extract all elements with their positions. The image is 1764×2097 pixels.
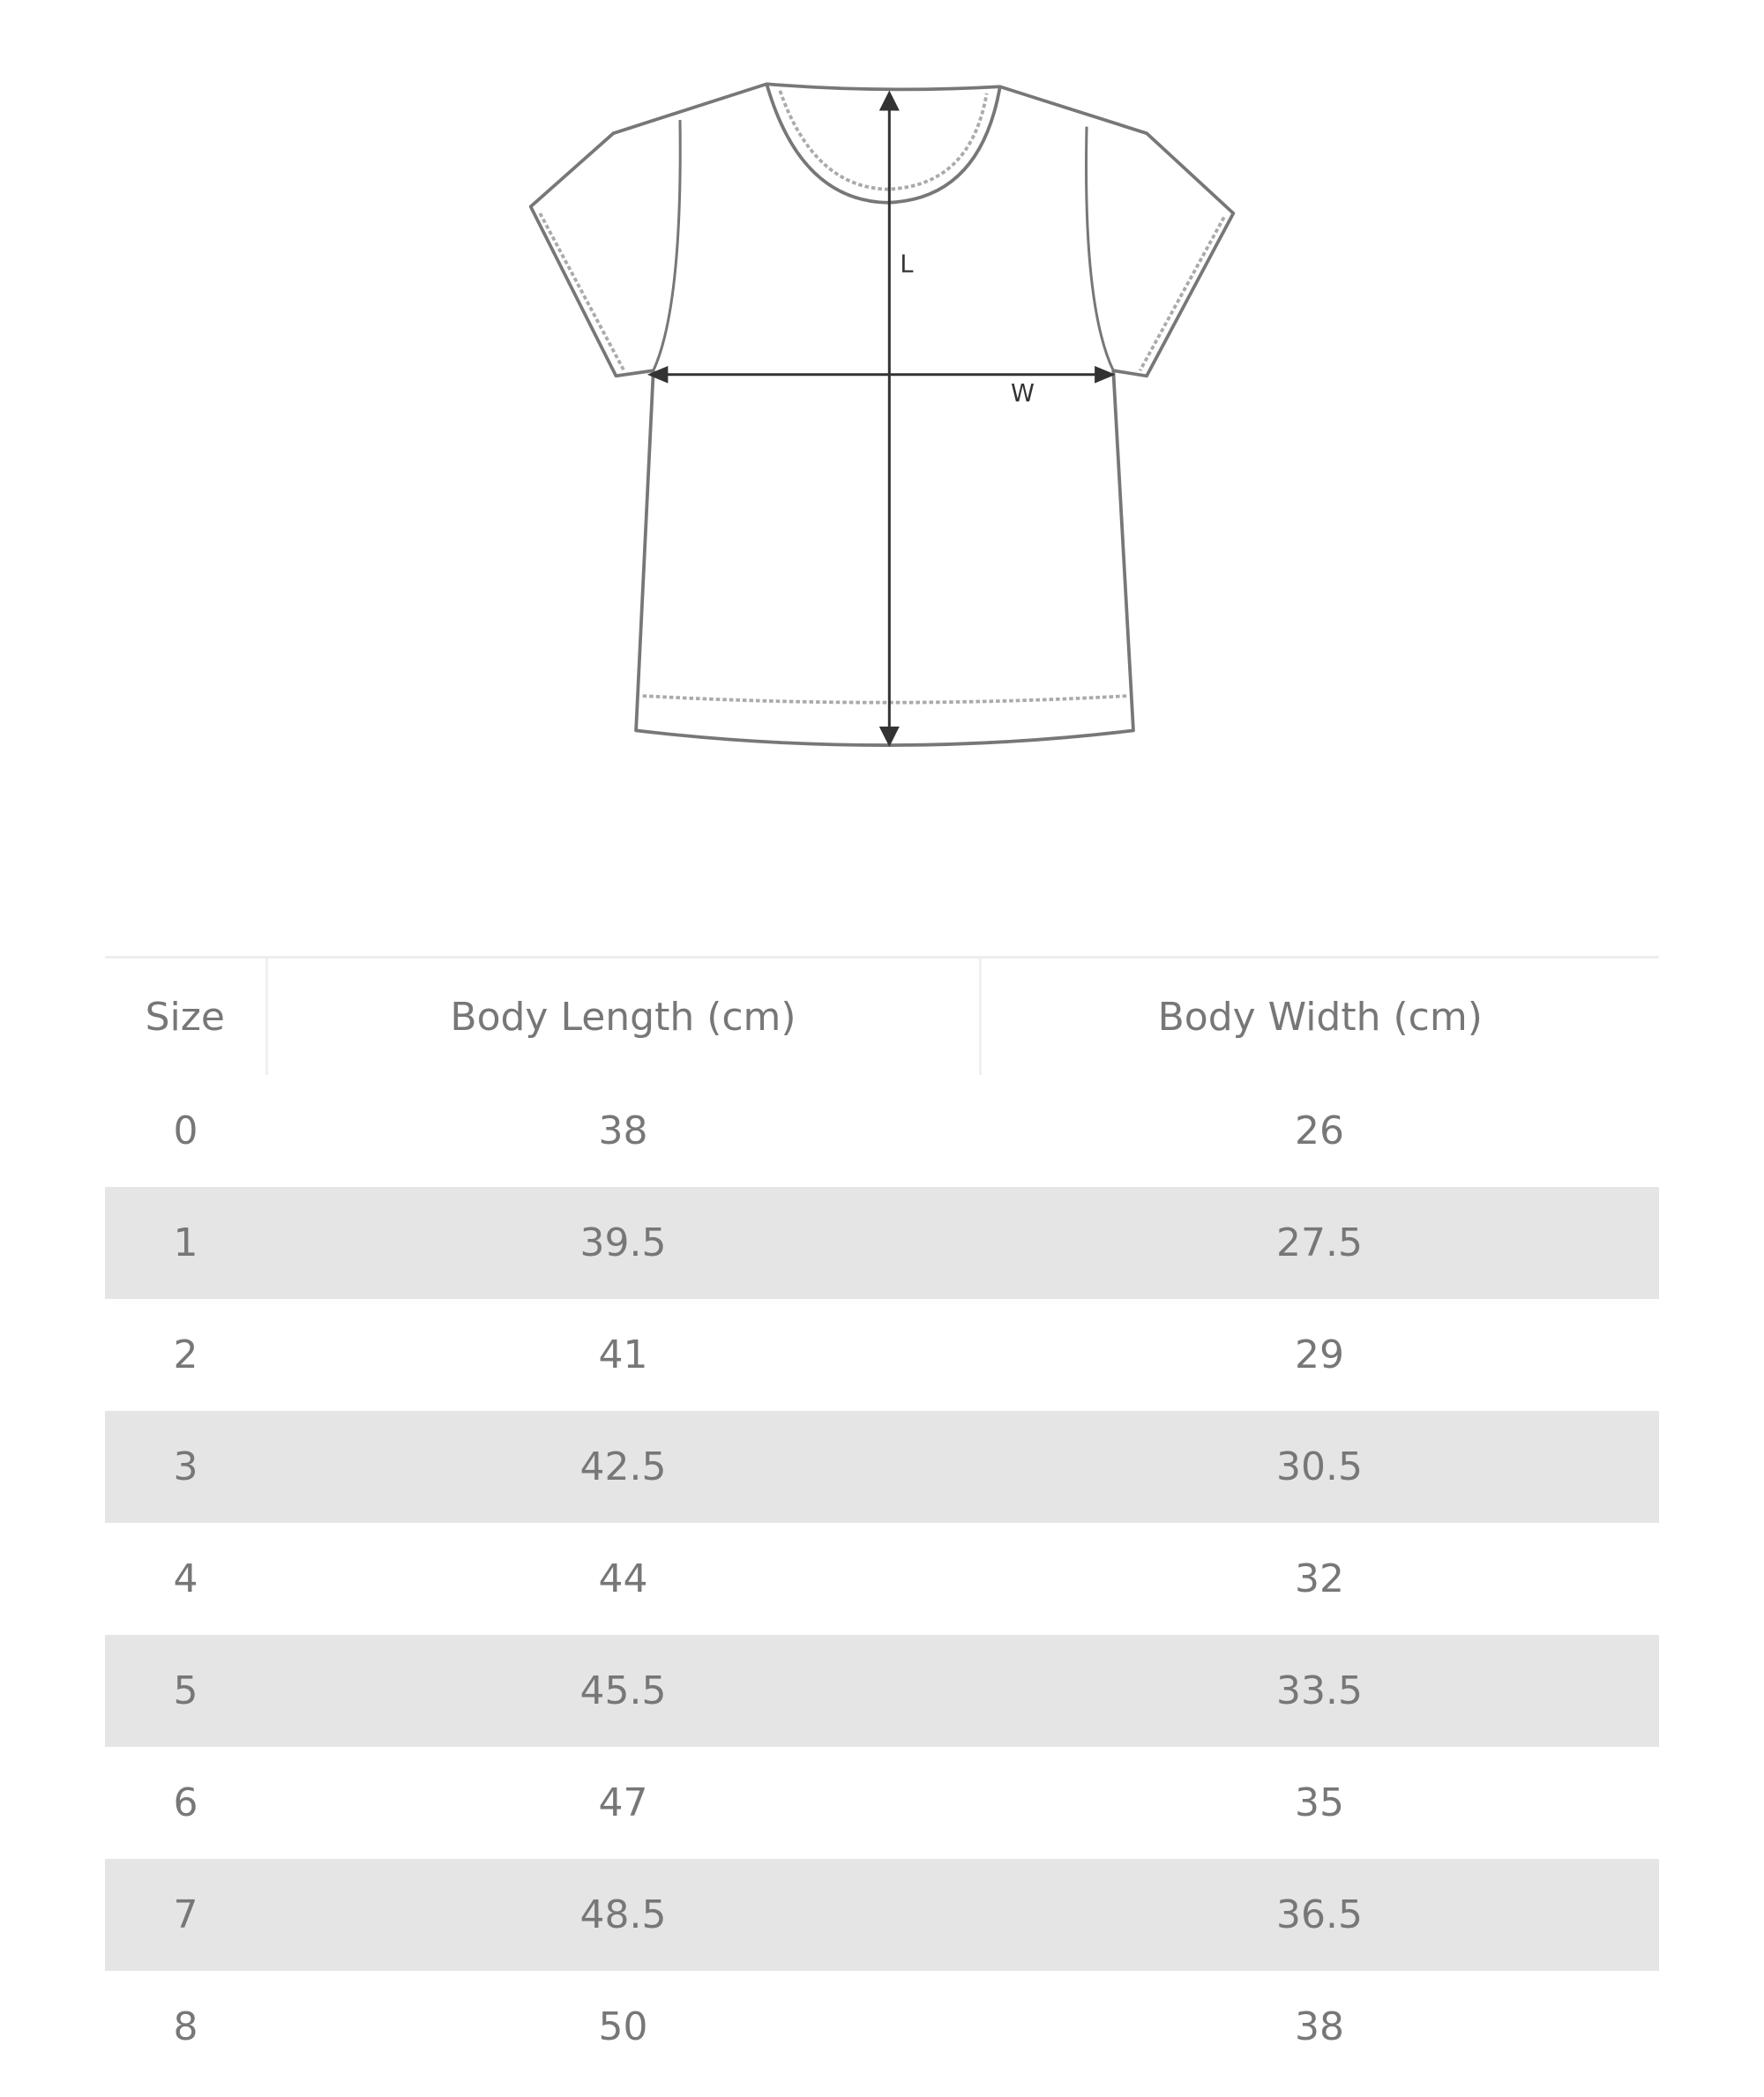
table-cell: 27.5 (980, 1187, 1659, 1299)
table-cell: 2 (173, 1332, 198, 1377)
table-cell: 26 (1295, 1108, 1344, 1153)
table-row: 1 39.5 27.5 (105, 1187, 1659, 1299)
table-cell: 7 (105, 1859, 266, 1971)
table-cell: 47 (598, 1780, 648, 1825)
header-cell: Body Width (cm) (978, 956, 1659, 1075)
table-cell: 8 (173, 2004, 198, 2049)
table-cell: 29 (1295, 1332, 1344, 1377)
length-label: L (900, 250, 914, 278)
size-table: Size Body Length (cm) Body Width (cm) 0 38 2… (105, 956, 1659, 2083)
table-cell: 36.5 (980, 1859, 1659, 1971)
table-cell: 41 (598, 1332, 648, 1377)
tshirt-outline (528, 82, 1236, 747)
header-cell: Body Length (cm) (265, 956, 980, 1075)
table-cell: 44 (598, 1556, 648, 1601)
tshirt-diagram: L W (528, 82, 1236, 747)
table-cell: 50 (598, 2004, 648, 2049)
table-cell: 4 (173, 1556, 198, 1601)
table-cell: 35 (1295, 1780, 1344, 1825)
table-body: 0 38 26 1 39.5 27.5 2 41 29 3 42.5 30.5 4 44 32 5 45.5 33… (105, 1075, 1659, 2083)
table-cell: 0 (173, 1108, 198, 1153)
table-cell: 42.5 (266, 1411, 980, 1523)
header-cell: Size (105, 956, 266, 1075)
width-label: W (1011, 380, 1035, 407)
table-cell: 3 (105, 1411, 266, 1523)
table-row: 4 44 32 (105, 1523, 1659, 1635)
table-cell: 30.5 (980, 1411, 1659, 1523)
table-cell: 6 (173, 1780, 198, 1825)
table-row: 6 47 35 (105, 1747, 1659, 1859)
table-cell: 38 (1295, 2004, 1344, 2049)
table-row: 8 50 38 (105, 1971, 1659, 2083)
header-row: Size Body Length (cm) Body Width (cm) (105, 956, 1659, 1075)
table-row: 2 41 29 (105, 1299, 1659, 1411)
table-cell: 1 (105, 1187, 266, 1299)
table-cell: 39.5 (266, 1187, 980, 1299)
table-row: 0 38 26 (105, 1075, 1659, 1187)
table-row: 5 45.5 33.5 (105, 1635, 1659, 1747)
table-cell: 32 (1295, 1556, 1344, 1601)
table-cell: 48.5 (266, 1859, 980, 1971)
table-cell: 33.5 (980, 1635, 1659, 1747)
table-cell: 38 (598, 1108, 648, 1153)
measure-arrows (647, 90, 1116, 747)
table-row: 7 48.5 36.5 (105, 1859, 1659, 1971)
table-cell: 45.5 (266, 1635, 980, 1747)
table-row: 3 42.5 30.5 (105, 1411, 1659, 1523)
table-cell: 5 (105, 1635, 266, 1747)
